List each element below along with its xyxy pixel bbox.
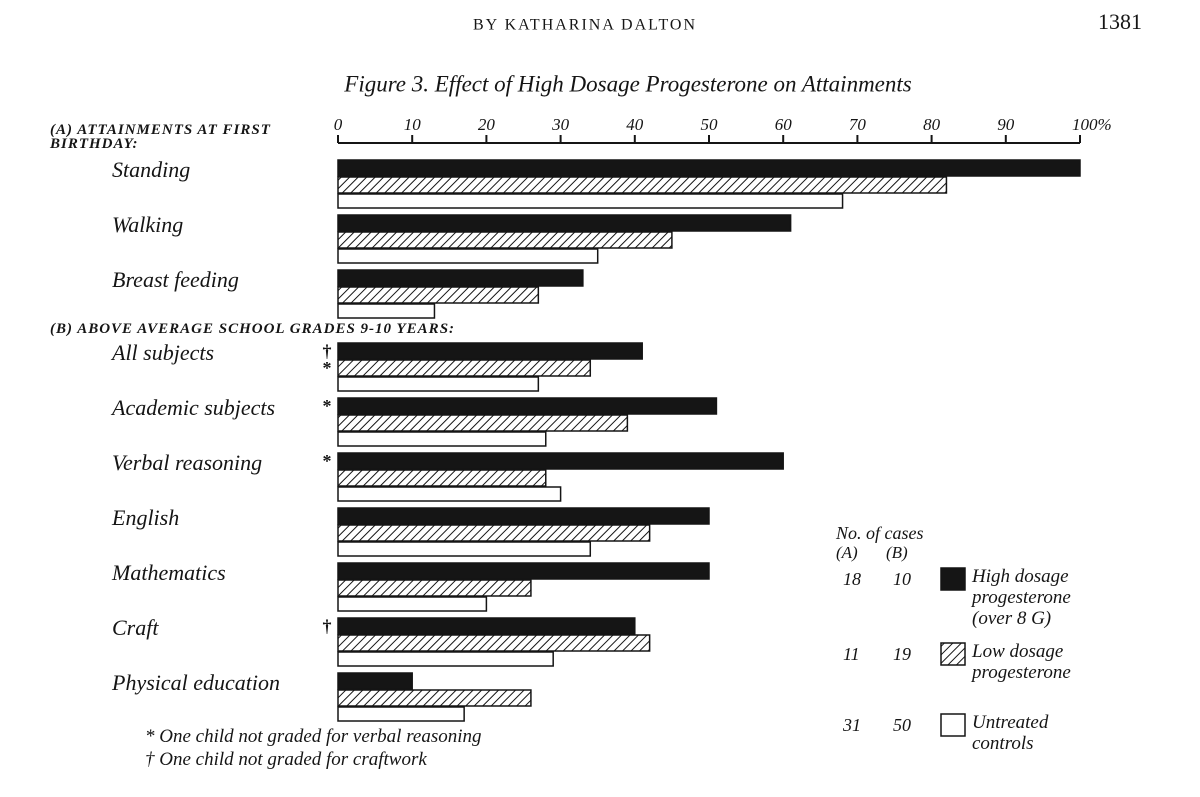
category-label: Mathematics — [111, 560, 226, 585]
legend-swatch — [940, 642, 966, 666]
bar — [337, 214, 792, 232]
category-label: Craft — [112, 615, 159, 640]
bar — [337, 469, 547, 487]
bar — [337, 672, 413, 690]
bar — [337, 414, 629, 432]
bar — [337, 303, 436, 319]
footnote: † One child not graded for craftwork — [145, 749, 427, 770]
bar — [337, 689, 532, 707]
bar — [337, 507, 710, 525]
bar — [337, 286, 540, 304]
case-count: 50 — [893, 715, 911, 735]
legend-column: (A) — [836, 543, 858, 562]
case-count: 10 — [893, 569, 911, 589]
x-tick-label: 80 — [923, 115, 941, 134]
category-label: Walking — [112, 212, 183, 237]
legend-label: High dosage progesterone (over 8 G) — [972, 566, 1071, 629]
running-head: BY KATHARINA DALTON — [473, 17, 697, 34]
bar — [337, 431, 547, 447]
legend-column: (B) — [886, 543, 908, 562]
bar — [337, 269, 584, 287]
x-tick-label: 20 — [478, 115, 496, 134]
legend-label: Untreated controls — [972, 712, 1049, 754]
bar — [337, 342, 643, 360]
category-label: English — [111, 505, 179, 530]
category-marker: * — [323, 451, 332, 471]
bar — [337, 706, 465, 722]
bar — [337, 176, 948, 194]
category-label: Standing — [112, 157, 190, 182]
x-tick-label: 30 — [551, 115, 570, 134]
bar — [337, 634, 651, 652]
category-marker: † — [323, 341, 332, 361]
x-tick-label: 60 — [775, 115, 793, 134]
bar — [337, 596, 488, 612]
chart-title: Figure 3. Effect of High Dosage Progeste… — [343, 71, 912, 96]
category-label: Academic subjects — [110, 395, 275, 420]
category-marker: * — [323, 396, 332, 416]
legend-swatch — [940, 713, 966, 737]
x-tick-label: 100% — [1072, 115, 1112, 134]
category-label: Verbal reasoning — [112, 450, 262, 475]
category-label: All subjects — [110, 340, 214, 365]
category-marker: † — [323, 616, 332, 636]
category-label: Breast feeding — [112, 267, 239, 292]
x-tick-label: 40 — [626, 115, 644, 134]
page-number: 1381 — [1098, 9, 1142, 34]
x-tick-label: 90 — [997, 115, 1015, 134]
bar — [337, 359, 592, 377]
case-count: 11 — [843, 644, 860, 664]
bar — [337, 617, 636, 635]
legend-title: No. of cases — [836, 523, 924, 543]
bar — [337, 248, 599, 264]
case-count: 31 — [843, 715, 861, 735]
x-tick-label: 50 — [701, 115, 719, 134]
case-count: 19 — [893, 644, 911, 664]
bar — [337, 159, 1081, 177]
group-label: (A) ATTAINMENTS AT FIRST BIRTHDAY: — [50, 122, 271, 152]
bar — [337, 651, 554, 667]
bar — [337, 486, 562, 502]
legend-label: Low dosage progesterone — [972, 641, 1071, 683]
bar — [337, 524, 651, 542]
case-count: 18 — [843, 569, 861, 589]
bar — [337, 397, 718, 415]
bar — [337, 579, 532, 597]
category-label: Physical education — [111, 670, 280, 695]
x-tick-label: 10 — [404, 115, 422, 134]
legend-swatch — [940, 567, 966, 591]
group-label: (B) ABOVE AVERAGE SCHOOL GRADES 9-10 YEA… — [50, 321, 456, 337]
bar — [337, 562, 710, 580]
x-tick-label: 0 — [334, 115, 343, 134]
bar — [337, 541, 592, 557]
footnote: * One child not graded for verbal reason… — [145, 726, 482, 747]
bar — [337, 231, 673, 249]
category-marker: * — [323, 358, 332, 378]
x-tick-label: 70 — [849, 115, 867, 134]
bar — [337, 452, 784, 470]
bar — [337, 193, 844, 209]
bar — [337, 376, 540, 392]
